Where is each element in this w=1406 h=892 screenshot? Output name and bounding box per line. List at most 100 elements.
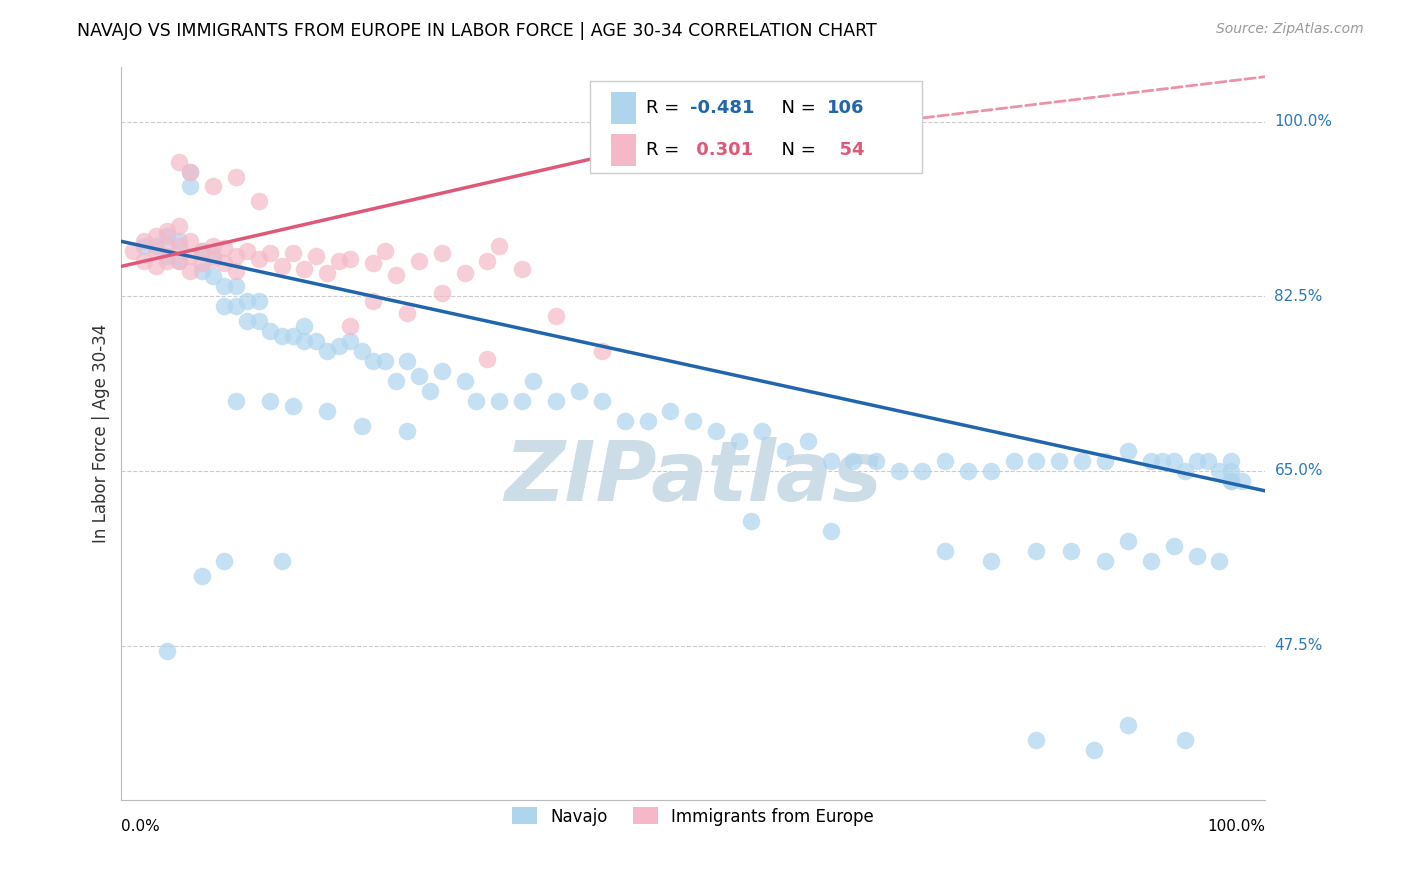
Point	[956, 464, 979, 478]
Point	[156, 239, 179, 253]
Point	[236, 314, 259, 328]
Point	[1083, 743, 1105, 757]
Point	[281, 399, 304, 413]
Point	[980, 464, 1002, 478]
Point	[1185, 549, 1208, 563]
Point	[316, 344, 339, 359]
Point	[167, 235, 190, 249]
Point	[396, 306, 419, 320]
Point	[453, 266, 475, 280]
Point	[225, 394, 247, 409]
Point	[179, 164, 201, 178]
Point	[294, 334, 316, 348]
Text: R =: R =	[647, 141, 686, 159]
Point	[214, 279, 236, 293]
Point	[156, 643, 179, 657]
Point	[281, 329, 304, 343]
Point	[1116, 444, 1139, 458]
Point	[1060, 543, 1083, 558]
Point	[225, 169, 247, 184]
Point	[934, 543, 956, 558]
Point	[179, 164, 201, 178]
Text: N =: N =	[770, 141, 821, 159]
Text: 47.5%: 47.5%	[1274, 638, 1323, 653]
Text: -0.481: -0.481	[690, 99, 755, 117]
Y-axis label: In Labor Force | Age 30-34: In Labor Force | Age 30-34	[93, 324, 110, 543]
Point	[247, 194, 270, 209]
Point	[167, 254, 190, 268]
Point	[201, 269, 224, 284]
Point	[704, 424, 727, 438]
Point	[773, 444, 796, 458]
Point	[1219, 464, 1241, 478]
Point	[842, 454, 865, 468]
Point	[1163, 539, 1185, 553]
Point	[225, 264, 247, 278]
Point	[214, 241, 236, 255]
Point	[740, 514, 762, 528]
Point	[820, 454, 842, 468]
Point	[1219, 454, 1241, 468]
Point	[339, 252, 361, 267]
Point	[546, 310, 568, 324]
Point	[294, 319, 316, 334]
Point	[270, 329, 292, 343]
Point	[247, 314, 270, 328]
Bar	[612, 134, 636, 166]
Point	[637, 414, 659, 428]
Point	[236, 294, 259, 309]
Point	[145, 244, 167, 259]
Point	[1116, 533, 1139, 548]
Point	[1174, 733, 1197, 747]
Point	[522, 374, 544, 388]
Point	[190, 568, 212, 582]
Point	[190, 256, 212, 270]
Point	[339, 334, 361, 348]
Point	[201, 179, 224, 194]
Point	[361, 294, 384, 309]
Point	[1174, 464, 1197, 478]
Point	[488, 394, 510, 409]
Point	[1025, 454, 1047, 468]
Point	[488, 239, 510, 253]
Point	[1140, 554, 1163, 568]
Point	[134, 235, 156, 249]
Point	[1185, 454, 1208, 468]
Bar	[612, 92, 636, 124]
Point	[179, 249, 201, 263]
Point	[179, 264, 201, 278]
Point	[316, 404, 339, 418]
Point	[201, 239, 224, 253]
Point	[453, 374, 475, 388]
Point	[591, 394, 613, 409]
Text: Source: ZipAtlas.com: Source: ZipAtlas.com	[1216, 22, 1364, 37]
FancyBboxPatch shape	[591, 81, 922, 173]
Point	[361, 354, 384, 368]
Point	[373, 354, 395, 368]
Point	[225, 249, 247, 263]
Point	[820, 524, 842, 538]
Point	[167, 254, 190, 268]
Legend: Navajo, Immigrants from Europe: Navajo, Immigrants from Europe	[506, 801, 882, 832]
Point	[1071, 454, 1094, 468]
Text: NAVAJO VS IMMIGRANTS FROM EUROPE IN LABOR FORCE | AGE 30-34 CORRELATION CHART: NAVAJO VS IMMIGRANTS FROM EUROPE IN LABO…	[77, 22, 877, 40]
Point	[477, 254, 499, 268]
Point	[1219, 474, 1241, 488]
Point	[1094, 554, 1116, 568]
Point	[145, 229, 167, 244]
Point	[1025, 733, 1047, 747]
Text: 100.0%: 100.0%	[1274, 114, 1333, 129]
Point	[134, 239, 156, 253]
Point	[167, 219, 190, 234]
Point	[179, 235, 201, 249]
Point	[201, 249, 224, 263]
Point	[247, 294, 270, 309]
Point	[361, 256, 384, 270]
Point	[1208, 554, 1230, 568]
Point	[167, 239, 190, 253]
Text: 82.5%: 82.5%	[1274, 289, 1323, 304]
Point	[510, 394, 533, 409]
Point	[373, 244, 395, 259]
Point	[1094, 454, 1116, 468]
Point	[1116, 718, 1139, 732]
